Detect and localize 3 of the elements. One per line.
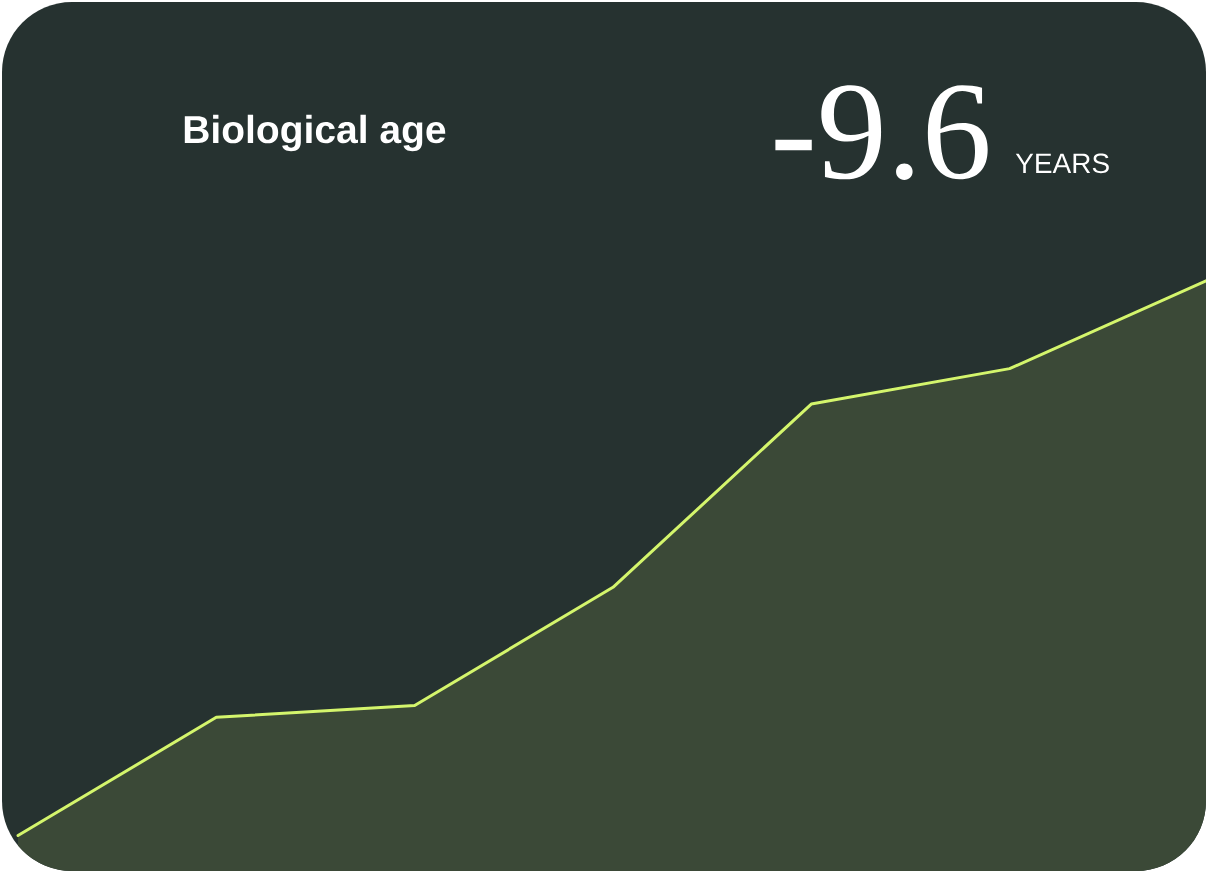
- text: -9.6: [775, 85, 988, 180]
- text: YEARS: [1015, 153, 1109, 174]
- chart-title: Biological age: [184, 114, 446, 152]
